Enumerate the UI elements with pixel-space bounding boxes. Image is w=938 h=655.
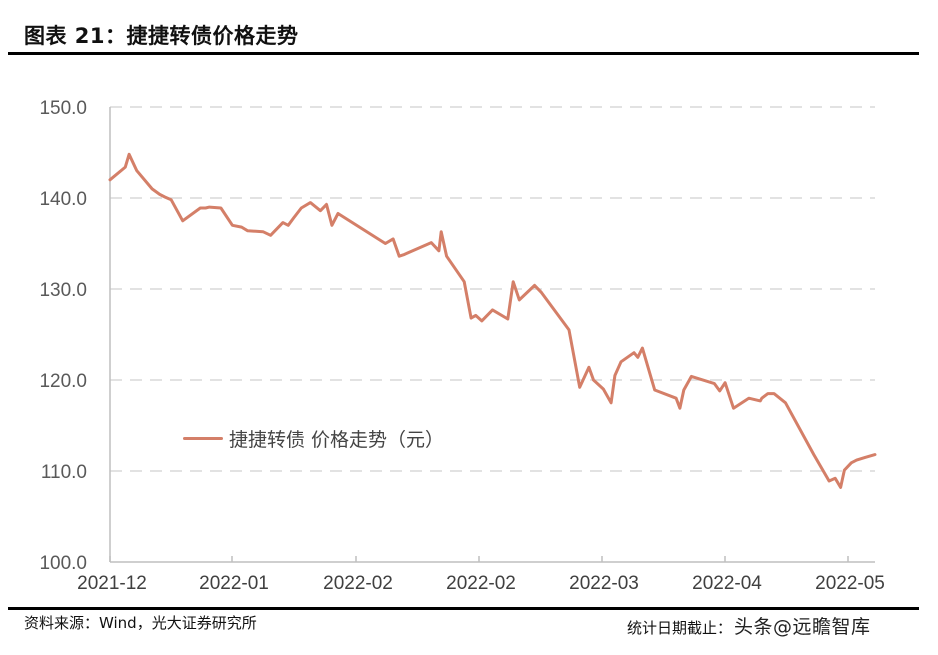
gridlines xyxy=(110,106,875,472)
date-note: 统计日期截止： 头条@远瞻智库 xyxy=(627,612,871,639)
y-axis-ticks: 100.0 110.0 120.0 130.0 140.0 150.0 xyxy=(39,98,87,574)
svg-text:120.0: 120.0 xyxy=(39,371,87,392)
axes xyxy=(109,107,875,563)
svg-text:150.0: 150.0 xyxy=(39,98,87,119)
series-line-price xyxy=(108,152,877,489)
title-divider xyxy=(8,52,919,55)
price-line-chart: 100.0 110.0 120.0 130.0 140.0 150.0 2021-12 20… xyxy=(39,98,885,594)
svg-text:100.0: 100.0 xyxy=(39,553,87,574)
svg-text:2022-02: 2022-02 xyxy=(446,573,516,594)
svg-text:140.0: 140.0 xyxy=(39,189,87,210)
svg-text:2021-12: 2021-12 xyxy=(77,573,147,594)
legend-swatch xyxy=(183,437,223,440)
date-label: 统计日期截止： xyxy=(627,619,733,637)
svg-text:2022-03: 2022-03 xyxy=(569,573,639,594)
svg-text:110.0: 110.0 xyxy=(41,462,87,483)
svg-text:2022-02: 2022-02 xyxy=(323,573,393,594)
legend: 捷捷转债 价格走势（元） xyxy=(183,425,444,452)
x-axis-ticks: 2021-12 2022-01 2022-02 2022-02 2022-03 2022-… xyxy=(77,573,885,594)
watermark: 头条@远瞻智库 xyxy=(734,616,871,638)
svg-text:2022-04: 2022-04 xyxy=(692,573,762,594)
legend-label: 捷捷转债 价格走势（元） xyxy=(229,429,445,451)
source-note: 资料来源：Wind，光大证券研究所 xyxy=(24,614,257,632)
svg-text:2022-05: 2022-05 xyxy=(815,573,885,594)
svg-text:130.0: 130.0 xyxy=(39,280,87,301)
svg-text:2022-01: 2022-01 xyxy=(199,573,269,594)
footer-divider xyxy=(8,607,919,610)
page-title: 图表 21：捷捷转债价格走势 xyxy=(24,24,299,48)
